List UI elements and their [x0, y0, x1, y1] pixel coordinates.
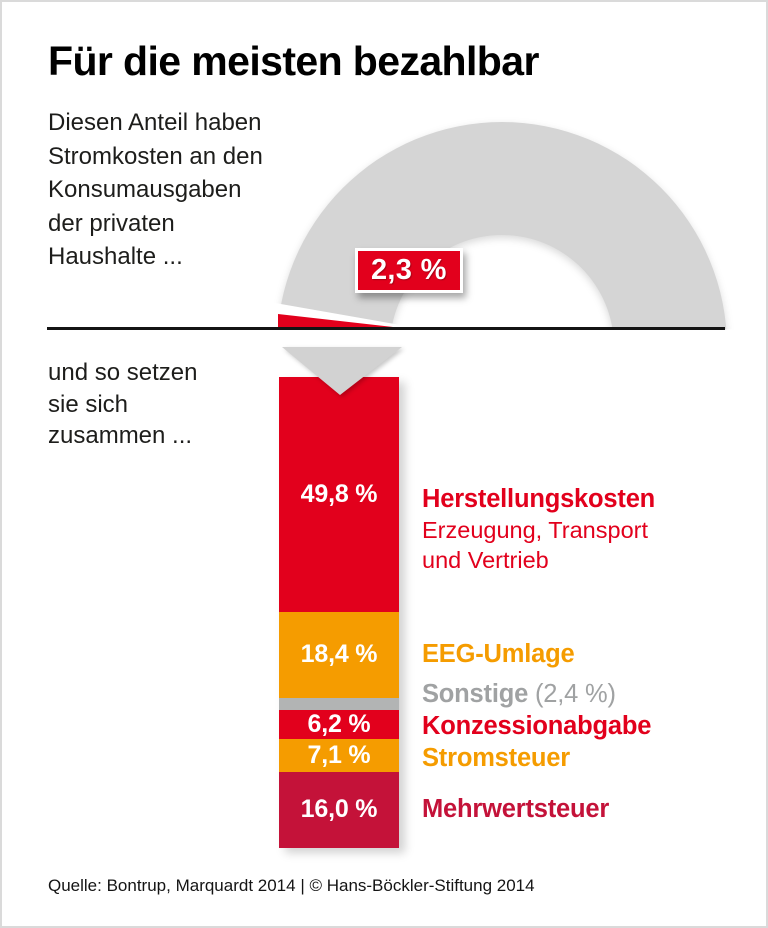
category-label-herstellungskosten: Herstellungskosten Erzeugung, Transport u…: [422, 484, 655, 575]
category-label-text: Herstellungskosten: [422, 484, 656, 513]
donut-slice-stromkosten: [278, 314, 393, 330]
category-label-text: EEG-Umlage: [422, 640, 575, 669]
segment-percent-label: 7,1 %: [307, 740, 371, 769]
share-badge-label: 2,3 %: [371, 254, 447, 286]
bar-segment-sonstige: [279, 698, 399, 710]
category-label-mehrwertsteuer: Mehrwertsteuer: [422, 794, 609, 825]
segment-percent-label: 18,4 %: [300, 640, 378, 669]
segment-percent-label: 16,0 %: [300, 795, 378, 824]
category-label-note: (2,4 %): [528, 680, 616, 709]
bar-segment-mehrwertsteuer: 16,0 %: [279, 772, 399, 848]
category-label-text: Konzessionabgabe: [422, 711, 652, 740]
bar-segment-eeg-umlage: 18,4 %: [279, 611, 399, 699]
category-sublabel: Erzeugung, Transport und Vertrieb: [422, 516, 648, 573]
bar-segment-konzessionabgabe: 6,2 %: [279, 709, 399, 739]
donut-ring: [277, 122, 727, 330]
segment-percent-label: 49,8 %: [300, 479, 378, 508]
segment-percent-label: 6,2 %: [307, 709, 371, 738]
bar-segment-stromsteuer: 7,1 %: [279, 738, 399, 773]
category-label-eeg-umlage: EEG-Umlage: [422, 639, 575, 670]
intro-text: Diesen Anteil haben Stromkosten an den K…: [48, 109, 263, 270]
share-badge: 2,3 %: [355, 248, 463, 293]
source-credit: Quelle: Bontrup, Marquardt 2014 | © Hans…: [48, 876, 535, 895]
divider-line: [47, 327, 725, 330]
bar-segment-herstellungskosten: 49,8 %: [279, 377, 399, 612]
category-label-konzessionabgabe: Konzessionabgabe: [422, 711, 651, 742]
category-label-stromsteuer: Stromsteuer: [422, 743, 570, 774]
page-title: Für die meisten bezahlbar: [48, 38, 539, 84]
stacked-bar: 49,8 % 18,4 % 6,2 % 7,1 % 16,0 %: [279, 377, 399, 848]
composition-intro-text: und so setzen sie sich zusammen ...: [48, 359, 198, 449]
category-label-text: Mehrwertsteuer: [422, 795, 610, 824]
category-label-text: Sonstige (2,4 %): [422, 680, 616, 709]
arrow-down-icon: [282, 347, 402, 395]
category-label-text: Stromsteuer: [422, 743, 571, 772]
category-label-sonstige: Sonstige (2,4 %): [422, 679, 616, 710]
